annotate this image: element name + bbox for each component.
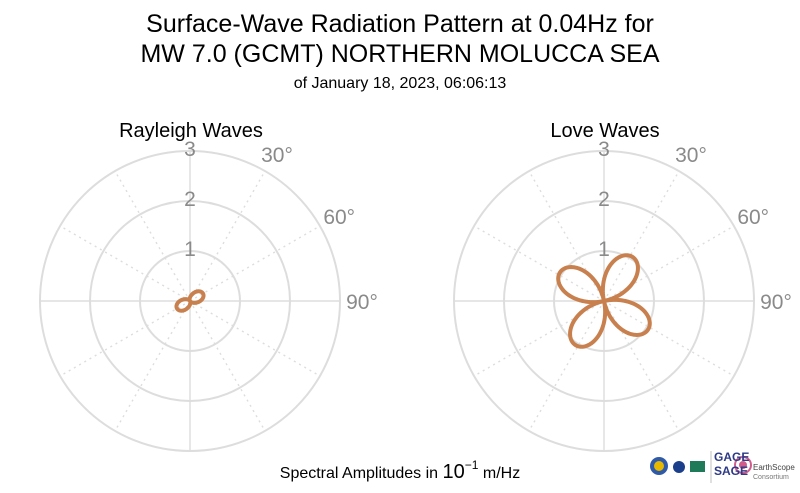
love-spoke-150 bbox=[603, 300, 680, 432]
love-angle-tick-label: 90° bbox=[760, 291, 792, 314]
love-spoke-210 bbox=[528, 300, 605, 432]
usgs-logo-icon bbox=[690, 461, 705, 472]
chart-subtitle: of January 18, 2023, 06:06:13 bbox=[293, 75, 507, 92]
love-radiation-pattern-line bbox=[556, 253, 652, 349]
sponsor-logos bbox=[650, 451, 752, 483]
rayleigh-spoke-240 bbox=[59, 300, 191, 377]
earthscope-logo-text: EarthScope bbox=[753, 463, 795, 472]
units-base: 10 bbox=[442, 461, 465, 483]
rayleigh-angle-tick-label: 90° bbox=[346, 291, 378, 314]
love-radial-tick-label: 1 bbox=[598, 238, 610, 261]
rayleigh-spoke-330 bbox=[114, 170, 191, 302]
love-ring-3 bbox=[453, 150, 755, 452]
rayleigh-panel-title: Rayleigh Waves bbox=[119, 120, 263, 142]
logo-strip: GAGE SAGE EarthScope Consortium bbox=[647, 449, 797, 485]
love-angle-tick-label: 60° bbox=[737, 206, 769, 229]
chart-title-line2: MW 7.0 (GCMT) NORTHERN MOLUCCA SEA bbox=[140, 40, 660, 68]
sage-logo-text: SAGE bbox=[714, 464, 749, 478]
love-spoke-60 bbox=[603, 225, 735, 302]
love-spoke-30 bbox=[603, 170, 680, 302]
rayleigh-radial-tick-label: 3 bbox=[184, 138, 196, 161]
rayleigh-ring-3 bbox=[39, 150, 341, 452]
earthscope-logo-core-icon bbox=[739, 461, 747, 469]
rayleigh-angle-tick-label: 60° bbox=[323, 206, 355, 229]
rayleigh-angle-tick-label: 30° bbox=[261, 144, 293, 167]
rayleigh-spoke-210 bbox=[114, 300, 191, 432]
rayleigh-spoke-150 bbox=[189, 300, 266, 432]
love-spoke-240 bbox=[473, 300, 605, 377]
rayleigh-radiation-pattern-line bbox=[174, 289, 206, 313]
consortium-logo-text: Consortium bbox=[753, 474, 789, 481]
love-spoke-300 bbox=[473, 225, 605, 302]
love-ring-1 bbox=[553, 250, 655, 352]
love-panel-title: Love Waves bbox=[550, 120, 660, 142]
rayleigh-spoke-120 bbox=[189, 300, 321, 377]
chart-title-line1: Surface-Wave Radiation Pattern at 0.04Hz… bbox=[146, 10, 654, 38]
gage-logo-text: GAGE bbox=[714, 450, 750, 464]
love-radial-tick-label: 3 bbox=[598, 138, 610, 161]
earthscope-logo-icon bbox=[734, 456, 752, 474]
rayleigh-spoke-30 bbox=[189, 170, 266, 302]
rayleigh-radial-tick-label: 2 bbox=[184, 188, 196, 211]
love-ring-2 bbox=[503, 200, 705, 402]
love-spoke-330 bbox=[528, 170, 605, 302]
rayleigh-radial-tick-label: 1 bbox=[184, 238, 196, 261]
love-radial-tick-label: 2 bbox=[598, 188, 610, 211]
rayleigh-ring-1 bbox=[139, 250, 241, 352]
rayleigh-spoke-300 bbox=[59, 225, 191, 302]
units-unit: m/Hz bbox=[478, 465, 521, 482]
rayleigh-ring-2 bbox=[89, 200, 291, 402]
nsf-logo-inner-icon bbox=[654, 461, 664, 471]
units-prefix: Spectral Amplitudes in bbox=[279, 465, 443, 482]
rayleigh-spoke-60 bbox=[189, 225, 321, 302]
love-angle-tick-label: 30° bbox=[675, 144, 707, 167]
units-exponent: −1 bbox=[464, 458, 479, 472]
nasa-logo-icon bbox=[673, 461, 685, 473]
love-spoke-120 bbox=[603, 300, 735, 377]
amplitude-units-label: Spectral Amplitudes in 10−1 m/Hz bbox=[0, 454, 800, 485]
